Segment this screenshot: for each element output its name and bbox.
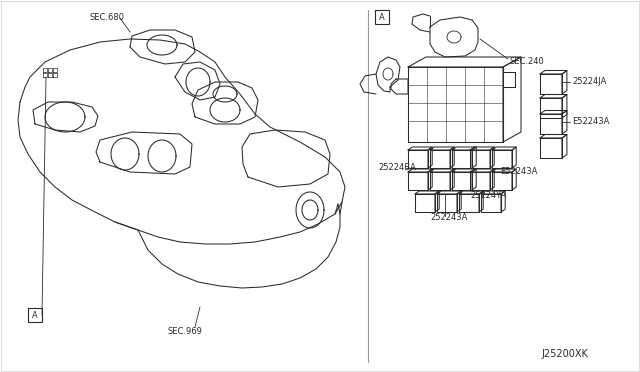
Bar <box>28 308 42 322</box>
Text: E52243A: E52243A <box>572 118 609 126</box>
Text: 25224YA: 25224YA <box>470 192 506 201</box>
Text: SEC.680: SEC.680 <box>90 13 125 22</box>
Bar <box>375 10 389 24</box>
Text: J25200XK: J25200XK <box>541 349 588 359</box>
Text: A: A <box>379 13 385 22</box>
Text: SEC.240: SEC.240 <box>510 58 545 67</box>
Text: A: A <box>32 311 38 320</box>
Text: E52243A: E52243A <box>500 167 538 176</box>
Text: 25224BA: 25224BA <box>378 164 416 173</box>
Text: 25224JA: 25224JA <box>572 77 606 87</box>
Text: 252243A: 252243A <box>430 214 467 222</box>
Text: SEC.969: SEC.969 <box>168 327 203 337</box>
